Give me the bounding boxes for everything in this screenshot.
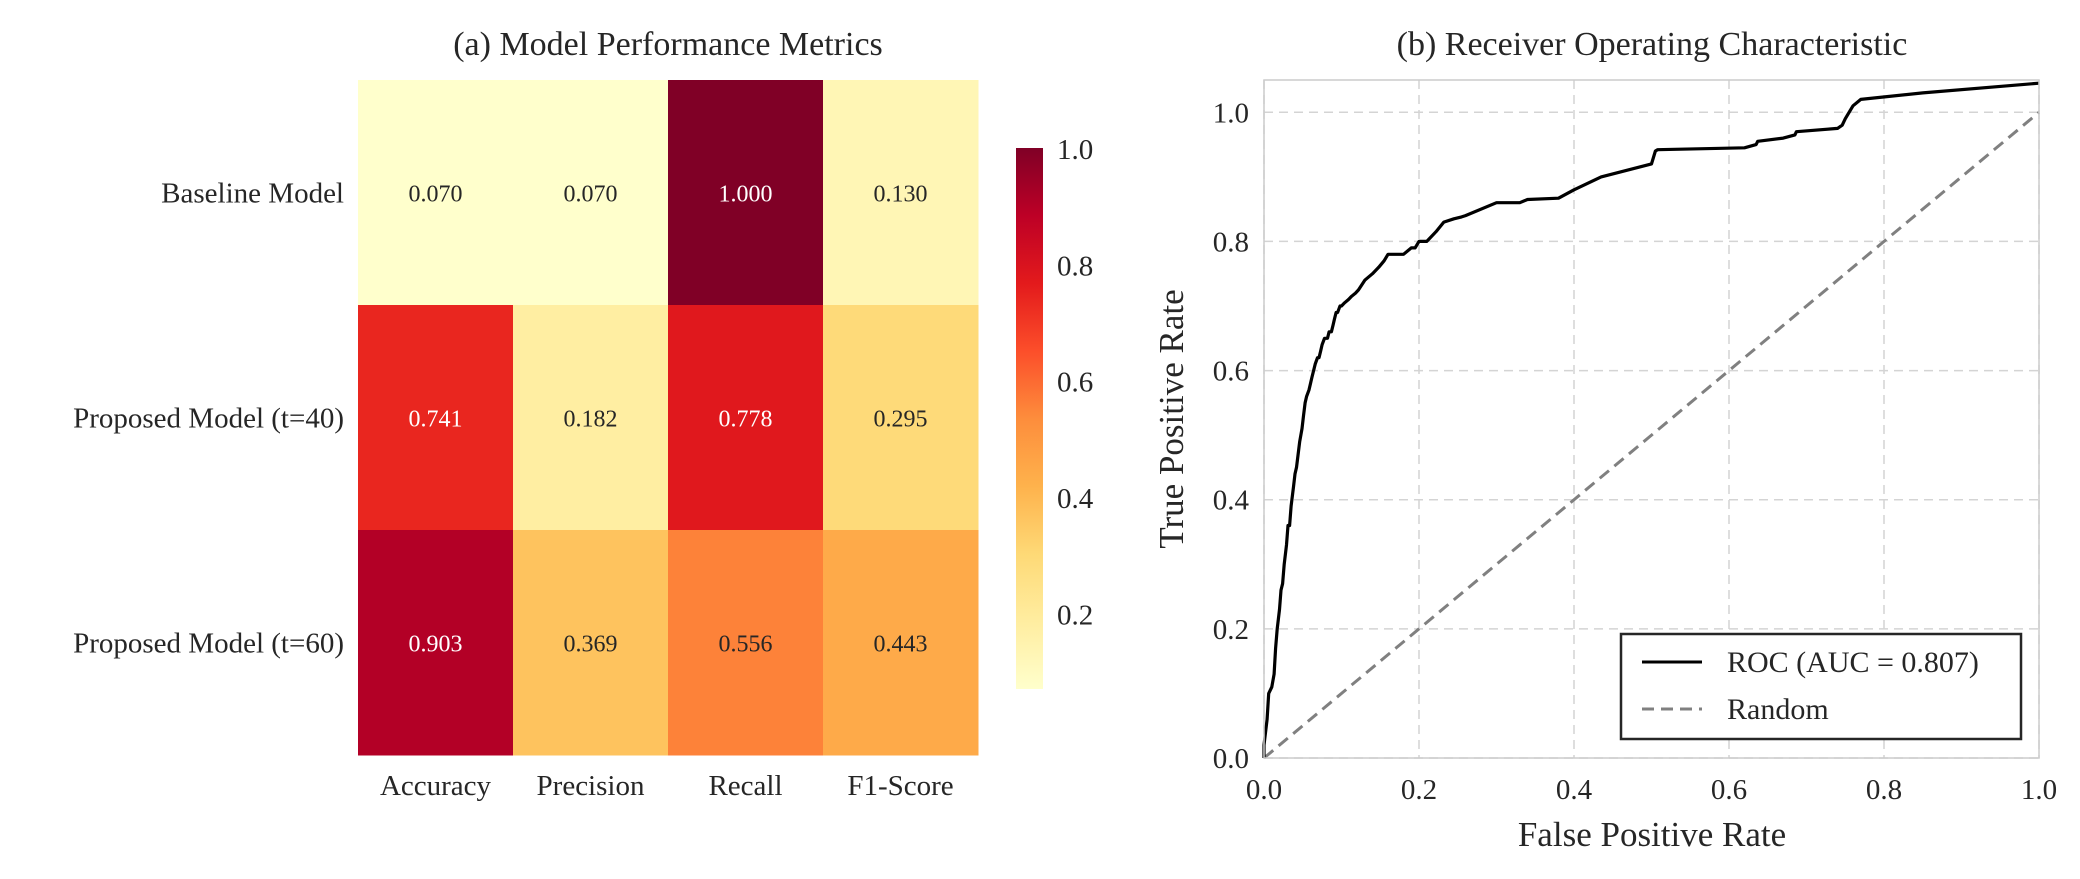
- legend-box: [1619, 632, 2023, 741]
- heatmap-cell-label: 0.070: [564, 182, 618, 208]
- roc-curve-line: [1262, 81, 2040, 758]
- roc-legend: ROC (AUC = 0.807) Random: [1619, 632, 2023, 741]
- roc-y-tick-label: 0.4: [1213, 485, 1250, 517]
- roc-panel: (b) Receiver Operating Characteristic 0.…: [1152, 26, 2057, 854]
- heatmap-cell-label: 0.070: [409, 182, 463, 208]
- roc-y-tick-label: 0.6: [1213, 356, 1249, 388]
- heatmap-title: (a) Model Performance Metrics: [453, 26, 883, 63]
- colorbar-tick-label: 1.0: [1057, 134, 1093, 166]
- roc-title: (b) Receiver Operating Characteristic: [1397, 26, 1908, 63]
- heatmap-cell: [513, 305, 669, 531]
- heatmap-column-label: Precision: [537, 770, 645, 802]
- colorbar-tick-label: 0.4: [1057, 483, 1094, 515]
- heatmap-column-label: Recall: [708, 770, 782, 802]
- colorbar-gradient: [1016, 148, 1043, 689]
- roc-x-tick-label: 0.8: [1866, 774, 1902, 806]
- colorbar-tick-label: 0.8: [1057, 250, 1093, 282]
- colorbar-ticks: 0.2 0.4 0.6 0.8 1.0: [1057, 134, 1094, 631]
- roc-x-tick-label: 0.6: [1711, 774, 1747, 806]
- heatmap-cell-label: 0.903: [409, 632, 463, 658]
- heatmap-cell-label: 0.556: [719, 632, 773, 658]
- roc-x-tick-label: 0.2: [1401, 774, 1437, 806]
- heatmap-cell-label: 0.182: [564, 407, 618, 433]
- roc-y-tick-label: 0.0: [1213, 743, 1249, 775]
- heatmap-cell-label: 0.295: [874, 407, 928, 433]
- heatmap-column-label: Accuracy: [380, 770, 492, 802]
- roc-x-ticks: 0.0 0.2 0.4 0.6 0.8 1.0: [1246, 774, 2057, 806]
- roc-y-tick-label: 1.0: [1213, 97, 1249, 129]
- legend-random-label: Random: [1727, 693, 1829, 726]
- roc-y-axis-label: True Positive Rate: [1152, 289, 1191, 548]
- heatmap-cell: [823, 530, 979, 756]
- heatmap-row-label: Proposed Model (t=60): [73, 628, 344, 660]
- roc-x-axis-label: False Positive Rate: [1518, 815, 1786, 854]
- roc-x-tick-label: 0.4: [1556, 774, 1593, 806]
- heatmap-cell-label: 1.000: [719, 182, 773, 208]
- roc-y-tick-label: 0.2: [1213, 614, 1249, 646]
- heatmap-cell-label: 0.130: [874, 182, 928, 208]
- heatmap-cell-label: 0.741: [409, 407, 463, 433]
- heatmap-panel: (a) Model Performance Metrics 0.070 0.070…: [73, 26, 1094, 802]
- roc-y-ticks: 0.0 0.2 0.4 0.6 0.8 1.0: [1213, 97, 1250, 775]
- roc-x-tick-label: 1.0: [2021, 774, 2057, 806]
- random-baseline-line: [1263, 111, 2040, 760]
- heatmap-row-labels: Baseline Model Proposed Model (t=40) Propo…: [73, 178, 344, 660]
- legend-roc-label: ROC (AUC = 0.807): [1727, 646, 1979, 679]
- colorbar-tick-label: 0.6: [1057, 367, 1093, 399]
- heatmap-cell: [823, 80, 979, 306]
- heatmap-cells: 0.070 0.070 1.000 0.130 0.741 0.182 0.778 0.295…: [358, 80, 979, 756]
- heatmap-cell: [513, 80, 669, 306]
- heatmap-column-label: F1-Score: [847, 770, 953, 802]
- roc-x-tick-label: 0.0: [1246, 774, 1282, 806]
- heatmap-cell: [358, 530, 514, 756]
- heatmap-cell: [513, 530, 669, 756]
- heatmap-cell: [358, 80, 514, 306]
- heatmap-row-label: Proposed Model (t=40): [73, 403, 344, 435]
- colorbar-tick-label: 0.2: [1057, 599, 1093, 631]
- heatmap-cell: [668, 530, 824, 756]
- heatmap-cell: [668, 80, 824, 306]
- heatmap-cell: [823, 305, 979, 531]
- heatmap-row-label: Baseline Model: [161, 178, 344, 210]
- colorbar: 0.2 0.4 0.6 0.8 1.0: [1016, 134, 1094, 689]
- heatmap-cell: [668, 305, 824, 531]
- heatmap-cell-label: 0.369: [564, 632, 618, 658]
- roc-y-tick-label: 0.8: [1213, 226, 1249, 258]
- roc-lines: [1262, 81, 2040, 760]
- heatmap-cell-label: 0.443: [874, 632, 928, 658]
- roc-plot-frame: [1263, 79, 2040, 759]
- heatmap-column-labels: Accuracy Precision Recall F1-Score: [380, 770, 954, 802]
- heatmap-cell-label: 0.778: [719, 407, 773, 433]
- heatmap-cell: [358, 305, 514, 531]
